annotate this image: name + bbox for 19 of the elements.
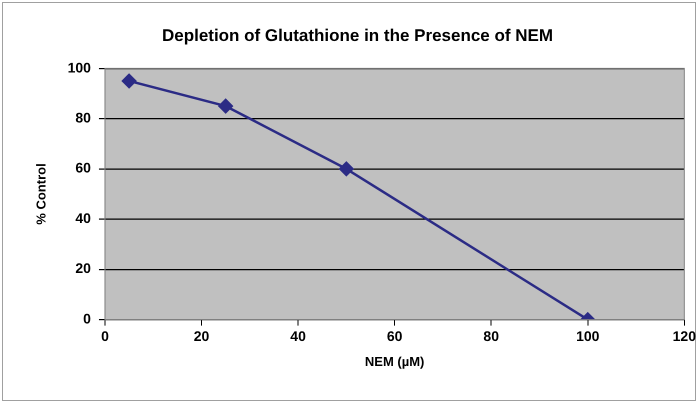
y-tick-label: 40 (75, 210, 92, 226)
point (339, 162, 354, 176)
y-tick-label: 100 (68, 59, 92, 76)
x-tick-label: 120 (672, 328, 696, 344)
x-tick-label: 40 (290, 328, 306, 344)
y-tick-label: 20 (75, 260, 92, 276)
chart-title: Depletion of Glutathione in the Presence of NEM (162, 26, 554, 45)
x-tick-label: 20 (194, 328, 210, 344)
y-tick-label: 0 (83, 310, 92, 326)
x-tick-label: 100 (576, 328, 600, 344)
x-axis-title: NEM (µM) (364, 354, 424, 369)
x-tick-label: 60 (386, 328, 403, 344)
x-tick-label: 80 (483, 328, 500, 344)
point (122, 74, 136, 88)
point (218, 98, 233, 114)
y-tick-label: 60 (75, 160, 92, 176)
x-tick-label: 0 (101, 328, 110, 344)
y-axis-title: % Control (33, 163, 48, 225)
y-tick-label: 80 (75, 110, 92, 126)
